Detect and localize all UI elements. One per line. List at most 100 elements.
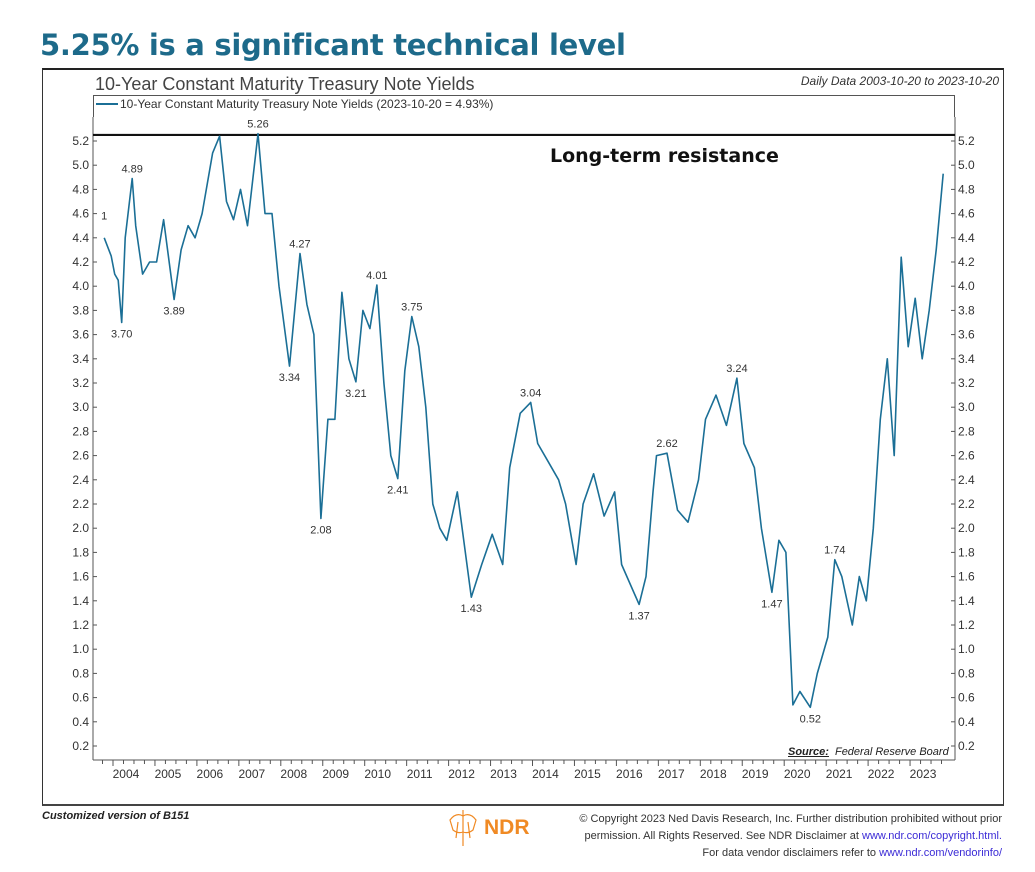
source-value: Federal Reserve Board (834, 746, 949, 758)
copyright-link[interactable]: www.ndr.com/copyright.html. (862, 830, 1002, 842)
copyright-line-2: permission. All Rights Reserved. See NDR… (584, 830, 862, 842)
y-tick-label-left: 1.2 (72, 618, 89, 632)
y-tick-label-right: 2.8 (958, 424, 975, 438)
y-tick-label-left: 1.4 (72, 594, 89, 608)
x-tick-label: 2017 (658, 767, 685, 781)
y-tick-label-right: 4.0 (958, 279, 975, 293)
y-tick-label-left: 3.6 (72, 328, 89, 342)
y-tick-label-right: 1.8 (958, 545, 975, 559)
y-tick-label-left: 0.2 (72, 739, 89, 753)
y-tick-label-left: 0.4 (72, 715, 89, 729)
y-tick-label-right: 3.2 (958, 376, 975, 390)
y-tick-label-left: 2.6 (72, 449, 89, 463)
y-tick-label-right: 1.4 (958, 594, 975, 608)
y-tick-label-right: 4.8 (958, 182, 975, 196)
x-tick-label: 2006 (197, 767, 224, 781)
chart-title: 10-Year Constant Maturity Treasury Note … (95, 74, 475, 94)
x-tick-label: 2010 (364, 767, 391, 781)
y-tick-label-right: 3.8 (958, 303, 975, 317)
chart-frame (42, 68, 1004, 806)
y-tick-label-right: 4.2 (958, 255, 975, 269)
y-tick-label-right: 3.6 (958, 328, 975, 342)
logo-text: NDR (484, 816, 530, 839)
y-tick-label-left: 4.4 (72, 231, 89, 245)
x-tick-label: 2020 (784, 767, 811, 781)
y-tick-label-right: 0.6 (958, 691, 975, 705)
x-tick-label: 2014 (532, 767, 559, 781)
y-tick-label-left: 5.0 (72, 158, 89, 172)
data-label: 2.62 (656, 438, 677, 450)
y-tick-label-right: 4.4 (958, 231, 975, 245)
y-tick-label-left: 4.6 (72, 207, 89, 221)
legend: 10-Year Constant Maturity Treasury Note … (93, 95, 955, 117)
y-tick-label-left: 0.8 (72, 666, 89, 680)
data-label: 2.41 (387, 485, 408, 497)
bull-bear-icon (449, 810, 477, 846)
copyright-line-3: For data vendor disclaimers refer to (702, 847, 880, 859)
data-label: 1.37 (628, 610, 649, 622)
data-label: 4.27 (289, 239, 310, 251)
x-tick-label: 2021 (826, 767, 853, 781)
y-tick-label-left: 3.4 (72, 352, 89, 366)
y-tick-label-left: 2.2 (72, 497, 89, 511)
source-note: Source: Federal Reserve Board (788, 746, 949, 758)
resistance-label: Long-term resistance (550, 145, 779, 167)
x-tick-label: 2019 (742, 767, 769, 781)
x-tick-label: 2005 (155, 767, 182, 781)
x-tick-label: 2004 (113, 767, 140, 781)
y-tick-label-right: 0.4 (958, 715, 975, 729)
y-tick-label-left: 3.0 (72, 400, 89, 414)
data-label: 1.47 (761, 598, 782, 610)
y-tick-label-right: 1.2 (958, 618, 975, 632)
x-tick-label: 2009 (322, 767, 349, 781)
vendorinfo-link[interactable]: www.ndr.com/vendorinfo/ (879, 847, 1002, 859)
y-tick-label-left: 4.8 (72, 182, 89, 196)
data-label: 1.74 (824, 545, 845, 557)
legend-label: 10-Year Constant Maturity Treasury Note … (120, 96, 494, 111)
data-label: 4.89 (121, 164, 142, 176)
chart-subtitle: Daily Data 2003-10-20 to 2023-10-20 (800, 74, 999, 88)
data-label: 1.43 (461, 603, 482, 615)
yield-series-line (103, 132, 944, 709)
data-label: 3.89 (163, 306, 184, 318)
legend-swatch (96, 102, 118, 105)
source-label: Source: (788, 746, 829, 758)
y-tick-label-left: 1.8 (72, 545, 89, 559)
y-tick-label-right: 1.0 (958, 642, 975, 656)
copyright-line-1: © Copyright 2023 Ned Davis Research, Inc… (579, 813, 1002, 825)
y-tick-label-right: 2.4 (958, 473, 975, 487)
y-tick-label-left: 5.2 (72, 134, 89, 148)
data-label: 2.08 (310, 525, 331, 537)
y-tick-label-left: 3.8 (72, 303, 89, 317)
y-tick-label-right: 0.2 (958, 739, 975, 753)
headline: 5.25% is a significant technical level (40, 28, 626, 62)
y-tick-label-right: 1.6 (958, 570, 975, 584)
data-label: 5.26 (247, 119, 268, 131)
y-tick-label-left: 2.8 (72, 424, 89, 438)
y-tick-label-left: 2.0 (72, 521, 89, 535)
x-tick-label: 2008 (280, 767, 307, 781)
y-tick-label-right: 3.4 (958, 352, 975, 366)
data-label: 0.52 (800, 713, 821, 725)
data-label: 3.24 (726, 363, 747, 375)
y-tick-label-right: 5.2 (958, 134, 975, 148)
customized-note: Customized version of B151 (42, 810, 190, 822)
ndr-logo: NDR (446, 808, 530, 848)
y-tick-label-left: 0.6 (72, 691, 89, 705)
data-label: 3.21 (345, 388, 366, 400)
y-tick-label-right: 0.8 (958, 666, 975, 680)
y-tick-label-left: 2.4 (72, 473, 89, 487)
copyright: © Copyright 2023 Ned Davis Research, Inc… (579, 811, 1002, 862)
x-tick-label: 2016 (616, 767, 643, 781)
y-tick-label-right: 5.0 (958, 158, 975, 172)
data-label: 1 (101, 211, 107, 223)
x-tick-label: 2011 (407, 767, 433, 781)
x-tick-label: 2018 (700, 767, 727, 781)
data-label: 4.01 (366, 270, 387, 282)
y-tick-label-left: 1.6 (72, 570, 89, 584)
x-tick-label: 2023 (910, 767, 937, 781)
y-tick-label-left: 3.2 (72, 376, 89, 390)
y-tick-label-left: 4.2 (72, 255, 89, 269)
y-tick-label-right: 2.2 (958, 497, 975, 511)
